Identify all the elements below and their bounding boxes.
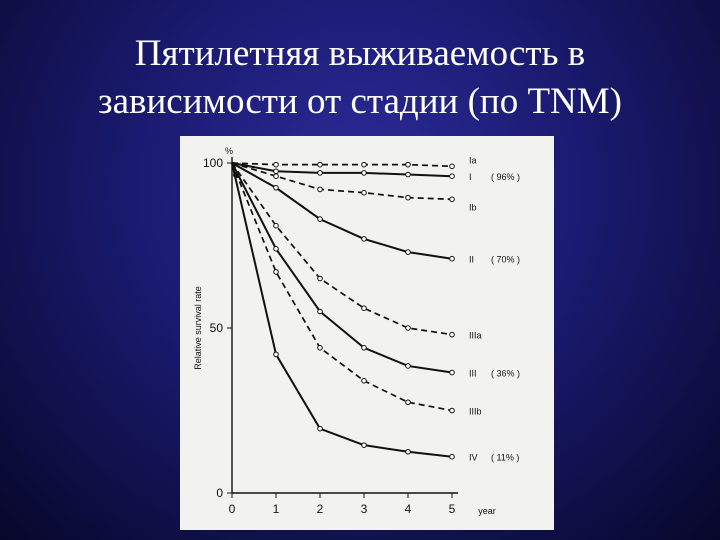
x-tick-label: 2 [317, 502, 324, 516]
data-point-i [361, 170, 367, 176]
y-axis-label: Relative survival rate [193, 286, 203, 370]
series-label-iii: III [469, 369, 477, 379]
y-tick-label: 0 [216, 486, 223, 500]
y-tick-label: 100 [203, 156, 223, 170]
x-tick-label: 4 [405, 502, 412, 516]
data-point-iii [405, 363, 411, 369]
data-point-ia [449, 163, 455, 170]
series-line-ii [231, 162, 453, 260]
series-label-ib: Ib [469, 202, 477, 212]
survival-chart: % year Relative survival rate 0 1 2 3 4 50501… [193, 146, 520, 516]
data-point-iiia [405, 325, 411, 331]
data-point-ia [405, 161, 411, 168]
data-point-ii [449, 255, 455, 262]
data-point-ib [449, 196, 455, 203]
series-annotation-iii: ( 36% ) [491, 369, 520, 379]
survival-chart-panel: % year Relative survival rate 0 1 2 3 4 5 0 50 1… [180, 136, 554, 530]
data-point-i [317, 170, 323, 176]
data-point-iv [405, 448, 411, 455]
series-label-ia: Ia [469, 155, 477, 165]
data-point-iii [317, 308, 323, 315]
series-label-iv: IV [469, 453, 478, 463]
series-line-iv [231, 162, 453, 458]
data-point-iiib [361, 378, 367, 384]
origin-marker [233, 172, 239, 178]
data-point-iiia [361, 305, 367, 311]
slide-title-line-2: зависимости от стадии (по TNM) [98, 81, 622, 122]
x-tick-label: 5 [449, 502, 456, 516]
data-point-iiia [449, 331, 455, 338]
data-point-iii [361, 345, 367, 351]
series-label-iiib: IIIb [469, 407, 482, 417]
series-label-ii: II [469, 255, 474, 265]
series-annotation-iv: ( 11% ) [491, 453, 519, 463]
data-point-iiib [273, 269, 279, 275]
data-point-ib [273, 173, 279, 180]
y-tick-label: 50 [210, 321, 224, 335]
data-point-i [405, 171, 411, 178]
data-point-i [449, 173, 455, 180]
series-label-i: I [469, 172, 472, 182]
data-point-iii [449, 369, 455, 376]
data-point-iv [361, 442, 367, 448]
series-line-iii [231, 162, 453, 374]
data-point-ia [361, 161, 367, 168]
series-line-ia [231, 162, 453, 168]
data-point-iiia [273, 222, 279, 229]
data-point-ii [317, 216, 323, 222]
series-annotation-i: ( 96% ) [491, 172, 520, 182]
series-line-iiib [231, 162, 453, 412]
data-point-ii [405, 249, 411, 255]
x-axis-label: year [478, 506, 496, 516]
data-point-iv [273, 351, 279, 358]
data-point-ib [361, 189, 367, 196]
data-point-ia [273, 161, 279, 168]
slide-title: Пятилетняя выживаемость в зависимости от… [0, 30, 720, 126]
x-tick-label: 3 [361, 502, 368, 516]
series-line-iiia [231, 162, 453, 336]
series-label-iiia: IIIa [469, 331, 482, 341]
series-line-ib [231, 162, 453, 201]
data-point-iii [273, 246, 279, 252]
data-point-ib [405, 194, 411, 201]
data-point-iiib [449, 407, 455, 414]
y-unit-label: % [225, 146, 233, 156]
slide-title-line-1: Пятилетняя выживаемость в [134, 33, 586, 74]
data-point-ii [361, 236, 367, 242]
data-point-iiib [317, 345, 323, 351]
data-point-ii [273, 184, 279, 191]
data-point-iv [317, 425, 323, 432]
x-tick-label: 0 [229, 502, 236, 516]
data-point-ia [317, 161, 323, 168]
series-line-i [231, 162, 453, 178]
data-point-ib [317, 186, 323, 193]
data-point-iiia [317, 275, 323, 282]
data-point-iiib [405, 399, 411, 406]
series-annotation-ii: ( 70% ) [491, 255, 520, 265]
data-point-iv [449, 453, 455, 460]
data-point-i [273, 168, 279, 175]
x-tick-label: 1 [273, 502, 280, 516]
